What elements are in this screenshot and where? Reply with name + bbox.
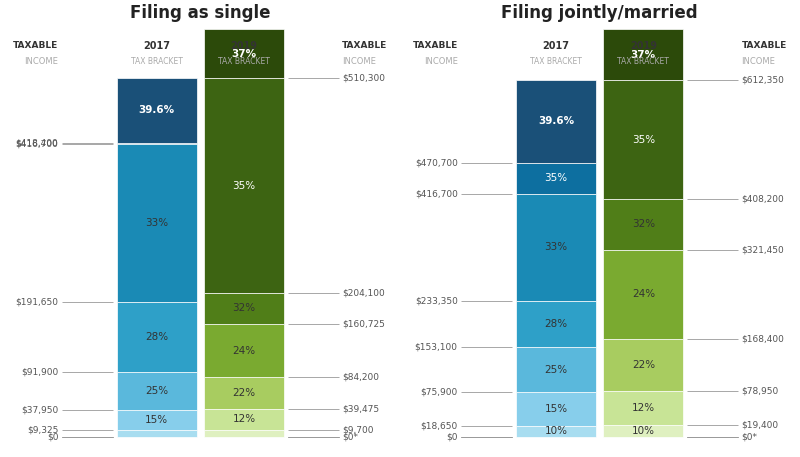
Text: $233,350: $233,350 <box>415 296 458 305</box>
Bar <box>204 29 284 78</box>
Text: $470,700: $470,700 <box>415 158 458 167</box>
Bar <box>603 199 683 250</box>
Text: 35%: 35% <box>233 181 255 191</box>
Text: 12%: 12% <box>233 414 255 424</box>
Text: TAXABLE: TAXABLE <box>413 42 458 50</box>
Bar <box>117 410 197 430</box>
Bar <box>603 339 683 391</box>
Text: TAXABLE: TAXABLE <box>342 42 387 50</box>
Bar <box>204 324 284 377</box>
Bar <box>516 301 596 347</box>
Bar <box>516 163 596 194</box>
Text: $408,200: $408,200 <box>742 195 784 203</box>
Text: $191,650: $191,650 <box>15 298 58 307</box>
Text: $416,700: $416,700 <box>15 139 58 149</box>
Text: $612,350: $612,350 <box>742 76 785 85</box>
Bar <box>204 409 284 430</box>
Text: TAX BRACKET: TAX BRACKET <box>618 57 670 66</box>
Text: $416,700: $416,700 <box>415 190 458 199</box>
Text: 15%: 15% <box>145 415 168 425</box>
Text: $418,400: $418,400 <box>16 138 58 147</box>
Text: 32%: 32% <box>632 219 655 229</box>
Text: $78,950: $78,950 <box>742 386 779 395</box>
Text: 22%: 22% <box>632 360 655 370</box>
Text: 28%: 28% <box>545 319 567 329</box>
Text: $91,900: $91,900 <box>21 367 58 377</box>
Text: $0*: $0* <box>742 432 758 441</box>
Text: $9,325: $9,325 <box>27 425 58 435</box>
Text: 37%: 37% <box>630 50 656 60</box>
Text: $153,100: $153,100 <box>414 343 458 352</box>
Text: 2019: 2019 <box>230 42 258 52</box>
Text: 22%: 22% <box>233 388 255 398</box>
Bar <box>603 391 683 425</box>
Text: TAX BRACKET: TAX BRACKET <box>218 57 270 66</box>
Text: 33%: 33% <box>145 218 168 228</box>
Text: 25%: 25% <box>145 386 168 396</box>
Bar <box>516 347 596 393</box>
Text: 32%: 32% <box>233 303 255 314</box>
Text: $0*: $0* <box>342 432 358 441</box>
Bar <box>516 80 596 163</box>
Title: Filing as single: Filing as single <box>130 4 270 22</box>
Bar <box>603 80 683 199</box>
Bar <box>117 430 197 436</box>
Text: 10%: 10% <box>545 426 567 436</box>
Text: 24%: 24% <box>233 345 255 356</box>
Title: Filing jointly/married: Filing jointly/married <box>502 4 698 22</box>
Text: $18,650: $18,650 <box>421 421 458 430</box>
Bar <box>516 393 596 425</box>
Bar <box>603 29 683 80</box>
Bar <box>117 78 197 143</box>
Text: $84,200: $84,200 <box>342 373 379 382</box>
Text: 35%: 35% <box>545 173 567 183</box>
Text: 39.6%: 39.6% <box>138 106 174 116</box>
Text: $9,700: $9,700 <box>342 425 374 434</box>
Text: $19,400: $19,400 <box>742 421 778 430</box>
Text: TAXABLE: TAXABLE <box>742 42 787 50</box>
Bar <box>516 194 596 301</box>
Text: 33%: 33% <box>545 243 567 252</box>
Text: 15%: 15% <box>545 404 567 414</box>
Text: $0: $0 <box>446 432 458 441</box>
Text: TAX BRACKET: TAX BRACKET <box>530 57 582 66</box>
Text: $204,100: $204,100 <box>342 289 385 298</box>
Bar <box>204 293 284 324</box>
Text: $321,450: $321,450 <box>742 245 784 254</box>
Text: 2017: 2017 <box>143 42 170 52</box>
Text: $160,725: $160,725 <box>342 319 385 328</box>
Bar <box>603 425 683 436</box>
Bar <box>204 430 284 436</box>
Text: 37%: 37% <box>231 49 257 59</box>
Text: $168,400: $168,400 <box>742 334 785 343</box>
Bar <box>117 372 197 410</box>
Bar <box>117 144 197 302</box>
Text: 28%: 28% <box>145 332 168 342</box>
Text: $37,950: $37,950 <box>21 405 58 414</box>
Text: 35%: 35% <box>632 135 655 145</box>
Text: $0: $0 <box>47 432 58 441</box>
Text: INCOME: INCOME <box>424 57 458 66</box>
Bar <box>204 377 284 409</box>
Text: INCOME: INCOME <box>742 57 775 66</box>
Text: 10%: 10% <box>632 426 655 436</box>
Bar <box>516 425 596 436</box>
Text: TAX BRACKET: TAX BRACKET <box>130 57 182 66</box>
Text: INCOME: INCOME <box>342 57 376 66</box>
Text: 24%: 24% <box>632 289 655 299</box>
Text: $39,475: $39,475 <box>342 404 379 413</box>
Bar <box>117 143 197 144</box>
Text: 25%: 25% <box>545 365 567 375</box>
Text: $75,900: $75,900 <box>421 388 458 397</box>
Bar <box>603 250 683 339</box>
Text: 39.6%: 39.6% <box>538 117 574 127</box>
Bar <box>117 302 197 372</box>
Text: 2019: 2019 <box>630 42 657 52</box>
Text: 2017: 2017 <box>542 42 570 52</box>
Text: 12%: 12% <box>632 403 655 413</box>
Bar <box>204 78 284 293</box>
Text: INCOME: INCOME <box>25 57 58 66</box>
Text: TAXABLE: TAXABLE <box>13 42 58 50</box>
Text: $510,300: $510,300 <box>342 74 386 83</box>
